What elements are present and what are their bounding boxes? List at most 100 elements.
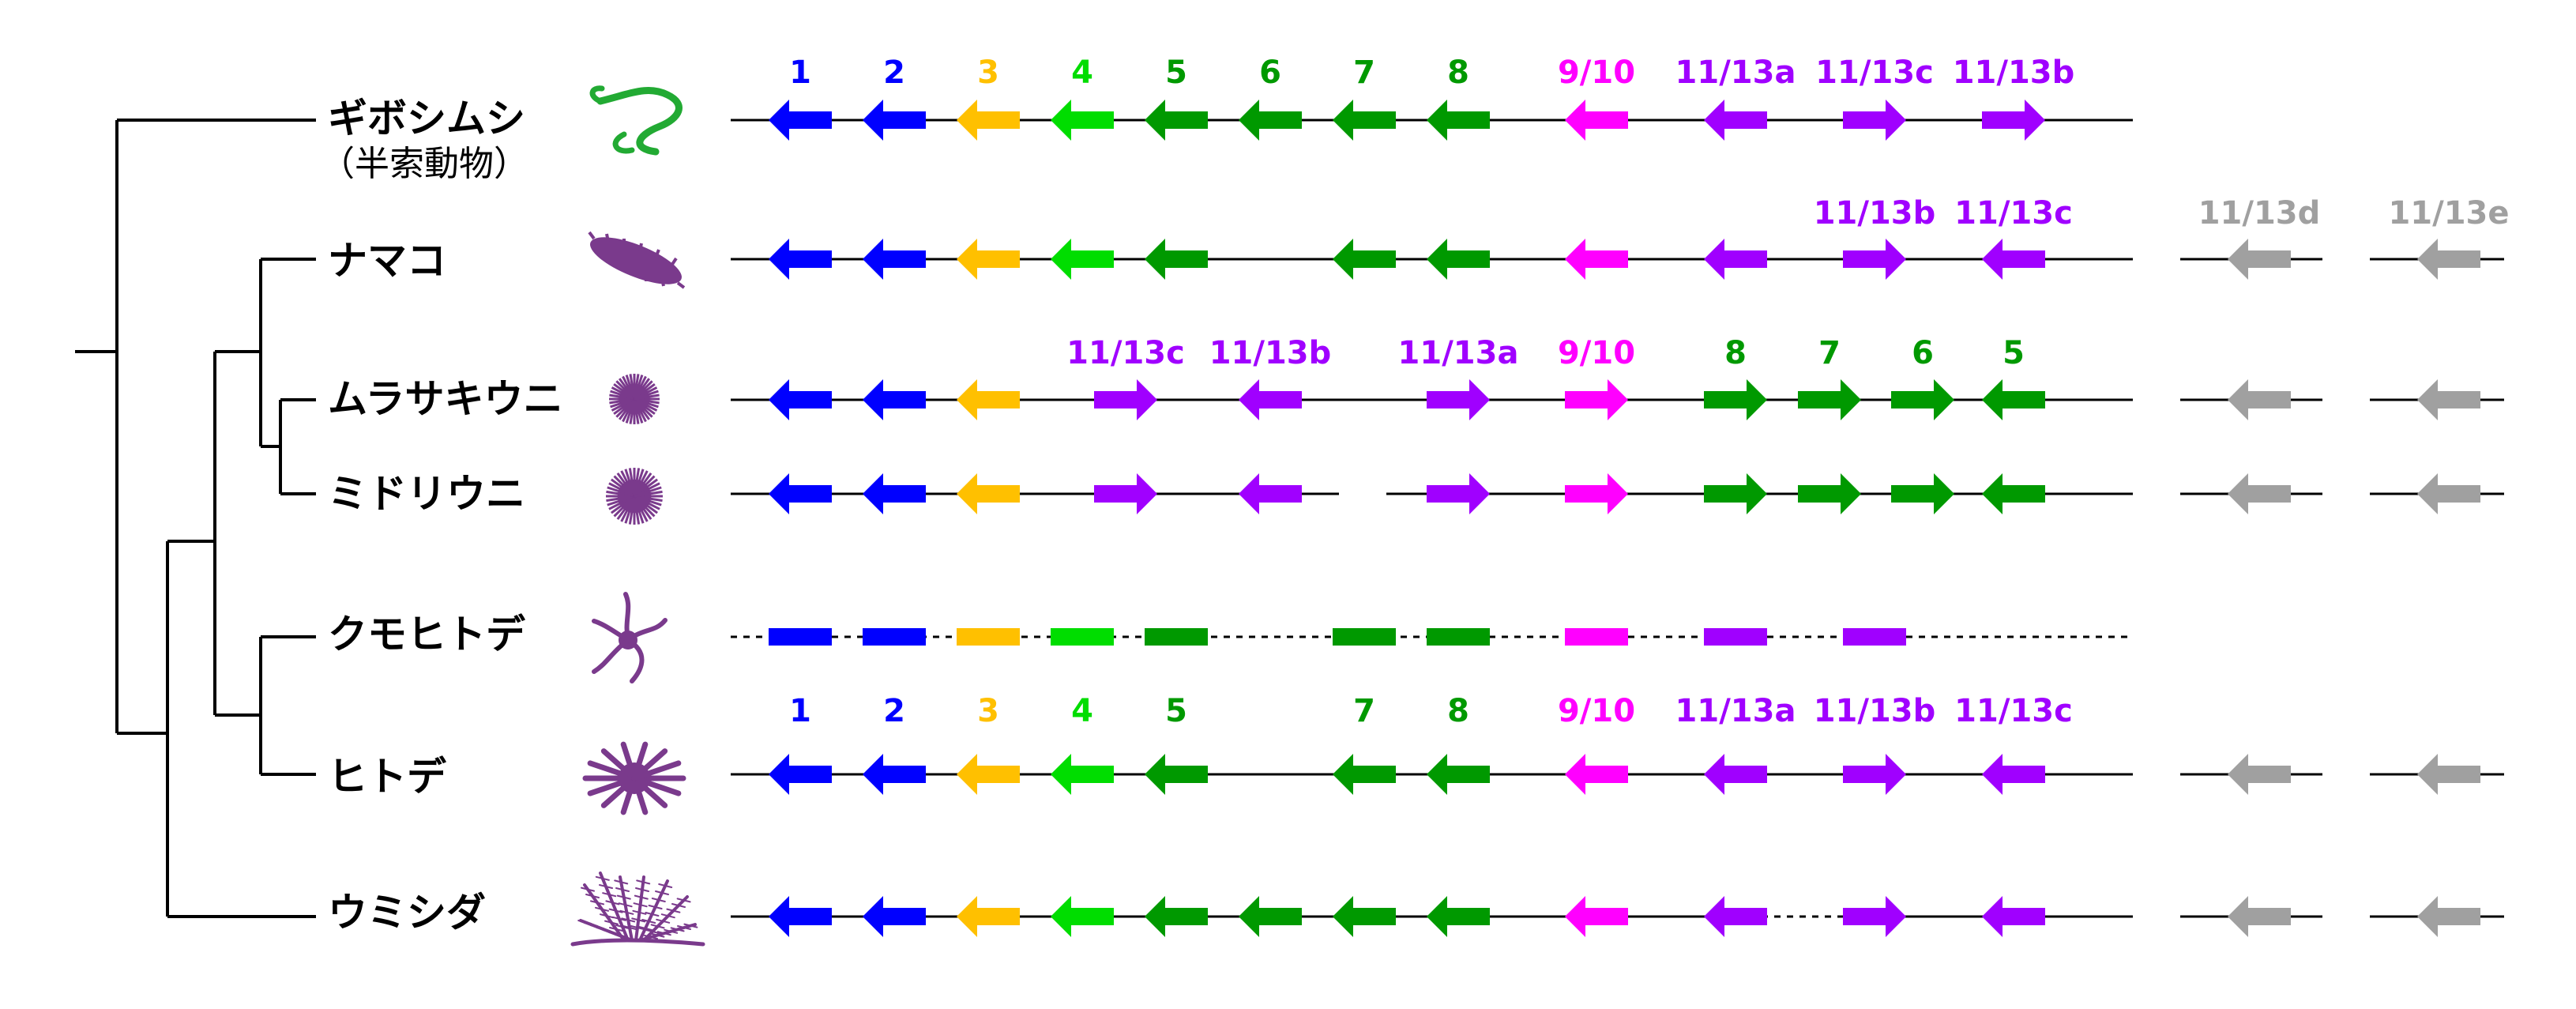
starfish-icon	[582, 741, 686, 815]
acorn-worm-icon	[589, 85, 683, 156]
gene-label: 6	[1259, 55, 1281, 91]
feather-star-pinnule	[621, 917, 636, 923]
feather-star-arm	[638, 923, 697, 942]
feather-star-pinnule	[631, 917, 646, 923]
feather-star-pinnule	[658, 883, 673, 888]
gene-arrow-pink	[1565, 896, 1628, 937]
urchin-spine	[634, 490, 663, 498]
gene-arrow-gray	[2228, 379, 2291, 420]
gene-arrow-gray	[2417, 239, 2480, 280]
gene-label: 11/13c	[1954, 195, 2073, 232]
gene-arrow-purple	[1704, 754, 1767, 795]
gene-label: 2	[883, 55, 905, 91]
gene-arrow-purple	[1094, 473, 1157, 514]
gene-arrow-purple	[1843, 239, 1906, 280]
gene-box-blue	[769, 628, 832, 646]
gene-label: 11/13b	[1814, 693, 1936, 729]
gene-arrow-gray	[2417, 754, 2480, 795]
gene-arrow-yellow	[957, 896, 1020, 937]
feather-star-pinnule	[600, 913, 614, 919]
feather-star-arm	[599, 872, 630, 942]
gene-arrow-purple	[1982, 100, 2045, 141]
gene-box-blue	[863, 628, 926, 646]
feather-star-pinnule	[633, 902, 648, 908]
gene-row-purple-sea-urchin	[731, 379, 2504, 420]
gene-label: 11/13a	[1675, 693, 1796, 729]
gene-arrow-blue	[863, 379, 926, 420]
species-name-brittle-star: クモヒトデ	[328, 612, 526, 657]
species-labels: ギボシムシ （半索動物） ナマコ ムラサキウニ ミドリウニ クモヒトデ ヒトデ …	[320, 96, 563, 936]
feather-star-pinnule	[650, 924, 665, 929]
feather-star-pinnule	[676, 898, 691, 903]
species-name-green-sea-urchin: ミドリウニ	[328, 471, 525, 517]
gene-box-pink	[1565, 628, 1628, 646]
feather-star-pinnule	[656, 918, 671, 924]
gene-arrow-purple	[1704, 896, 1767, 937]
gene-row-starfish	[731, 754, 2504, 795]
sea-cucumber-icon	[588, 231, 686, 289]
feather-star-pinnule	[641, 919, 656, 924]
species-name-starfish: ヒトデ	[328, 754, 447, 800]
gene-arrow-green	[1333, 100, 1396, 141]
gene-label: 11/13c	[1066, 335, 1185, 371]
gene-arrow-blue	[863, 100, 926, 141]
feather-star-pinnule	[677, 925, 691, 930]
species-name-purple-sea-urchin: ムラサキウニ	[328, 376, 563, 422]
feather-star-pinnule	[635, 887, 649, 892]
feather-star-pinnule	[671, 903, 686, 908]
gene-arrow-green	[1798, 379, 1861, 420]
gene-arrow-pink	[1565, 379, 1628, 420]
feather-star-pinnule	[666, 908, 681, 913]
feather-star-pinnule	[611, 916, 626, 921]
feather-star-pinnule	[602, 929, 617, 934]
gene-arrow-green	[1982, 473, 2045, 514]
feather-star-pinnule	[614, 879, 629, 885]
starfish-arm	[587, 760, 637, 781]
species-subtitle-acorn-worm: （半索動物）	[320, 144, 528, 184]
feather-star-pinnule	[605, 900, 620, 905]
feather-star-arm	[619, 875, 634, 942]
brittle-star-icon	[592, 592, 668, 683]
gene-label: 8	[1447, 693, 1469, 729]
feather-star-arm	[638, 879, 669, 942]
gene-arrow-blue	[863, 473, 926, 514]
gene-row-brittle-star	[731, 628, 2133, 646]
gene-arrow-gray	[2228, 754, 2291, 795]
gene-arrow-green	[1239, 896, 1302, 937]
gene-label: 4	[1071, 55, 1093, 91]
gene-label: 8	[1447, 55, 1469, 91]
gene-arrow-green	[1704, 379, 1767, 420]
feather-star-pinnule	[655, 890, 669, 895]
gene-arrow-gray	[2417, 896, 2480, 937]
gene-arrow-lightgreen	[1051, 100, 1114, 141]
feather-star-pinnule	[581, 887, 595, 892]
feather-star-pinnule	[648, 905, 663, 909]
feather-star-pinnule	[622, 925, 637, 930]
gene-arrow-lightgreen	[1051, 896, 1114, 937]
gene-label: 3	[977, 55, 999, 91]
phylogenetic-tree	[75, 119, 316, 918]
gene-arrow-purple	[1239, 473, 1302, 514]
gene-label: 1	[789, 55, 811, 91]
gene-arrow-purple	[1843, 754, 1906, 795]
feather-star-pinnule	[604, 920, 619, 925]
feather-star-pinnule	[585, 894, 600, 898]
gene-row-sea-cucumber	[731, 239, 2504, 280]
gene-box-yellow	[957, 628, 1020, 646]
feather-star-pinnule	[634, 894, 649, 900]
feather-star-pinnule	[609, 927, 623, 932]
gene-arrow-green	[1333, 896, 1396, 937]
feather-star-pinnule	[577, 920, 592, 924]
gene-row-acorn-worm	[731, 100, 2133, 141]
feather-star-pinnule	[650, 932, 665, 938]
feather-star-pinnule	[589, 924, 604, 929]
gene-label: 5	[2003, 335, 2025, 371]
gene-label: 11/13d	[2198, 195, 2321, 232]
gene-arrow-purple	[1704, 100, 1767, 141]
gene-row-green-sea-urchin	[731, 473, 2504, 514]
animal-icons	[570, 85, 705, 947]
gene-row-feather-star	[731, 896, 2504, 937]
gene-arrow-lightgreen	[1051, 754, 1114, 795]
gene-arrow-blue	[863, 239, 926, 280]
feather-star-pinnule	[645, 929, 660, 934]
